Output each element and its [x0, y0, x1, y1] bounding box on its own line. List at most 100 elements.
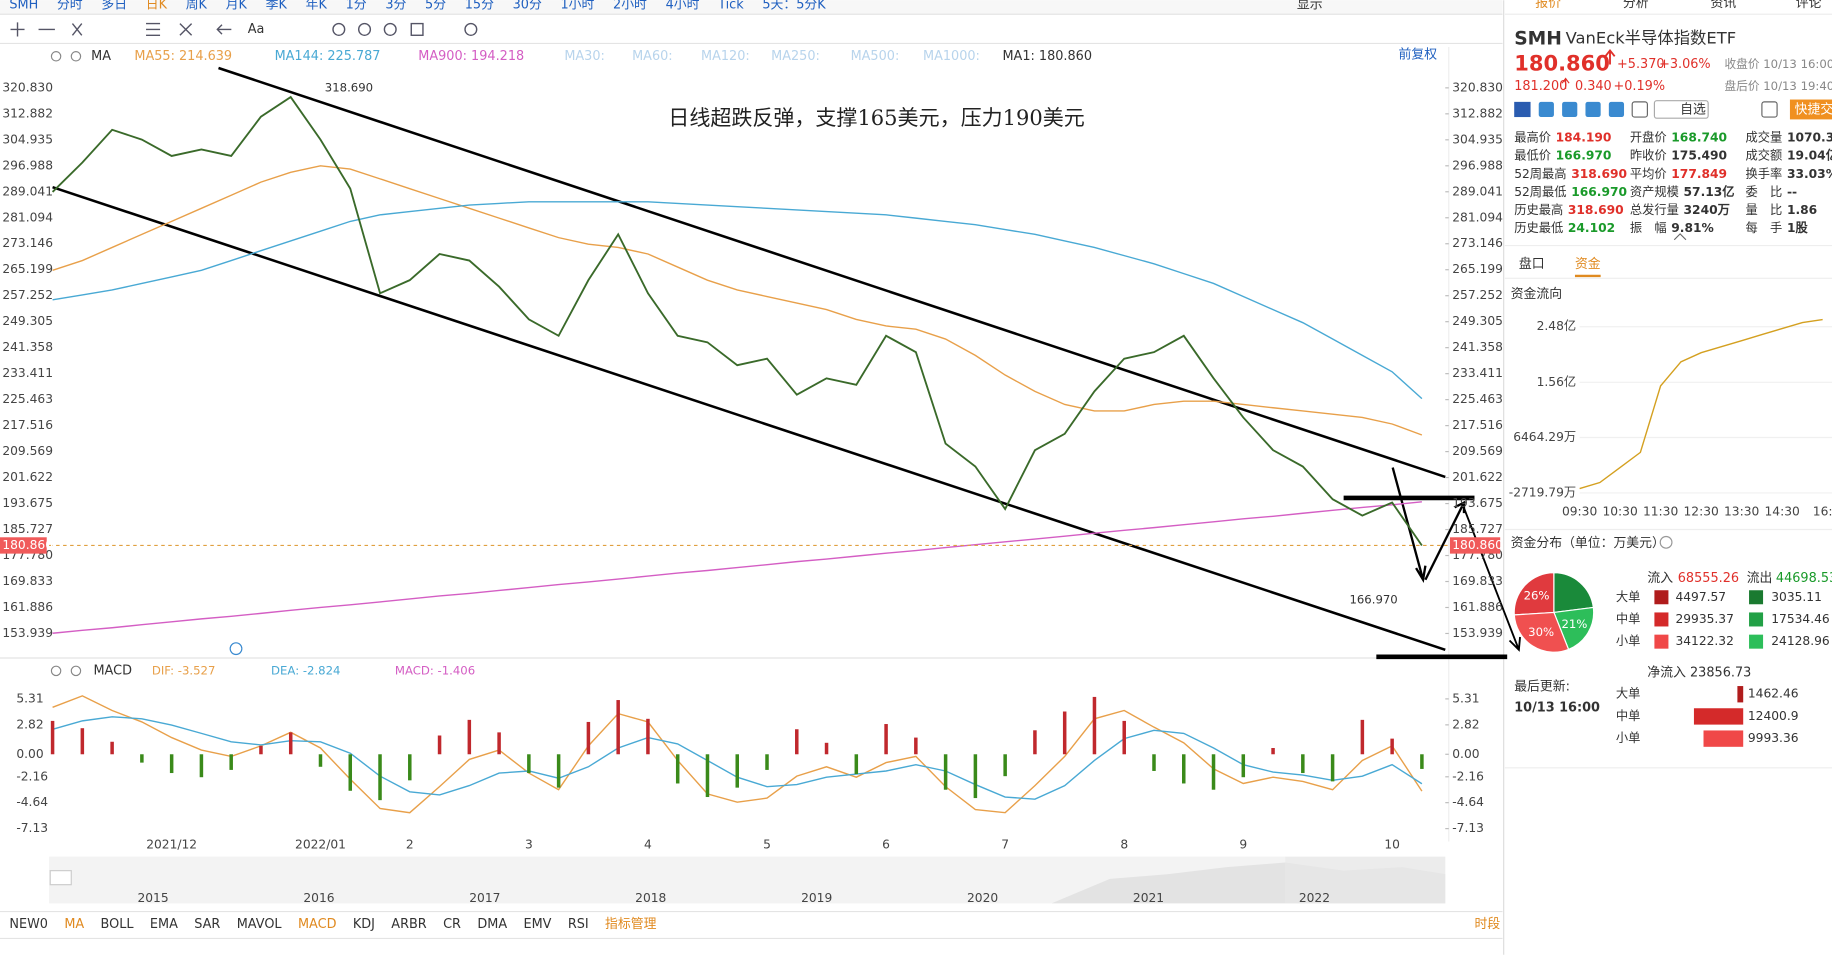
icon[interactable]	[1538, 101, 1554, 118]
icon[interactable]	[1562, 101, 1578, 118]
indicator-tab[interactable]: NEW0	[9, 917, 48, 932]
cross-icon[interactable]	[71, 23, 83, 36]
toolbar-tab[interactable]: 季K	[266, 0, 288, 12]
y-tick-label: 2.48亿	[1537, 318, 1577, 333]
in-value: 34122.32	[1675, 634, 1733, 648]
panel-tab[interactable]: 资讯	[1710, 0, 1736, 11]
indicator-tab[interactable]: SAR	[194, 917, 220, 932]
toolbar-tab[interactable]: 4小时	[666, 0, 700, 12]
indicator-tab[interactable]: 指标管理	[605, 917, 657, 932]
pie-slice	[1513, 572, 1555, 616]
indicator-tab[interactable]: KDJ	[353, 917, 375, 932]
navigator-window[interactable]	[1285, 856, 1446, 904]
y-tick-label: 161.886	[1452, 600, 1503, 614]
toolbar-tab[interactable]: 分时	[57, 0, 83, 12]
gear-icon[interactable]	[464, 22, 478, 36]
y-tick-label: 265.199	[1452, 262, 1503, 276]
watch-button[interactable]	[1653, 100, 1709, 119]
rect-icon[interactable]	[410, 22, 424, 36]
indicator-tab[interactable]: MA	[64, 917, 84, 932]
y-tick-label: 304.935	[1452, 132, 1503, 146]
panel-tab[interactable]: 报价	[1535, 0, 1561, 11]
panel-subtab[interactable]: 资金	[1575, 256, 1601, 272]
icon[interactable]	[1631, 101, 1648, 118]
macd-bar	[140, 754, 144, 763]
indicator-tab[interactable]: RSI	[568, 917, 589, 932]
navigator-year: 2017	[469, 891, 500, 905]
quick-trade-label[interactable]: 快捷交	[1795, 102, 1832, 118]
net-bar	[1737, 686, 1744, 703]
panel-tab[interactable]: 分析	[1623, 0, 1649, 11]
flag-icon[interactable]	[1514, 101, 1531, 118]
quick-trade-button[interactable]	[1789, 99, 1832, 120]
y-tick-label: 281.094	[2, 210, 53, 224]
list-icon[interactable]	[146, 22, 161, 36]
toolbar-tab[interactable]: 3分	[385, 0, 406, 12]
flow-title: 资金流向	[1511, 286, 1562, 302]
macd-bar	[1152, 754, 1156, 771]
event-icon[interactable]	[229, 642, 243, 656]
help-icon[interactable]	[1659, 535, 1673, 549]
stat-label: 52周最低	[1514, 185, 1566, 199]
panel-subtab[interactable]: 盘口	[1519, 256, 1545, 272]
pie-label: 21%	[1561, 617, 1587, 631]
indicator-tab[interactable]: EMA	[150, 917, 178, 932]
toolbar-tab[interactable]: 日K	[146, 0, 168, 12]
drawing-tools[interactable]	[10, 22, 478, 37]
period-button[interactable]: 时段	[1474, 917, 1500, 932]
navigator-year: 2021	[1133, 891, 1164, 905]
collapse-icon[interactable]	[1673, 233, 1687, 241]
indicator-tab[interactable]: EMV	[523, 917, 551, 932]
quote-icons[interactable]	[1514, 99, 1832, 120]
toolbar-tab[interactable]: 5分	[425, 0, 446, 12]
toolbar-tab[interactable]: 1分	[346, 0, 367, 12]
toolbar-tab[interactable]: 周K	[186, 0, 208, 12]
indicator-tab[interactable]: ARBR	[391, 917, 427, 932]
adjust-button[interactable]: 前复权	[1399, 47, 1438, 63]
y-tick-label: 289.041	[1452, 184, 1503, 198]
indicator-tab[interactable]: MACD	[298, 917, 337, 932]
macd-bar	[527, 754, 531, 774]
out-value: 3035.11	[1771, 590, 1822, 604]
toolbar-tab[interactable]: Tick	[717, 0, 744, 12]
panel-tab[interactable]: 评论	[1796, 0, 1822, 11]
toolbar-tab[interactable]: 多日	[101, 0, 127, 12]
stat-label: 平均价	[1630, 167, 1667, 181]
watch-label[interactable]: 自选	[1680, 103, 1706, 118]
toolbar-tab[interactable]: 5天：5分K	[762, 0, 826, 12]
icon[interactable]	[1585, 101, 1601, 118]
bell-icon[interactable]	[1761, 101, 1778, 118]
tool-text[interactable]: Aa	[248, 22, 265, 37]
display-menu[interactable]: 显示	[1297, 0, 1323, 12]
toolbar-tab[interactable]: SMH	[9, 0, 38, 12]
toolbar-tab[interactable]: 月K	[226, 0, 248, 12]
stat-label: 每 手	[1746, 220, 1783, 235]
close-icon[interactable]	[70, 665, 82, 677]
y-tick-label: 2.82	[16, 717, 43, 731]
arrow-icon[interactable]	[216, 24, 232, 35]
toolbar-tab[interactable]: 1小时	[561, 0, 595, 12]
circle-icon[interactable]	[357, 22, 372, 36]
toolbar-tab[interactable]: 15分	[465, 0, 494, 12]
indicator-tab[interactable]: DMA	[477, 917, 507, 932]
x-icon[interactable]	[179, 23, 193, 36]
navigator-handle[interactable]	[49, 870, 72, 886]
crosshair-icon[interactable]	[10, 22, 25, 37]
indicator-tab[interactable]: MAVOL	[237, 917, 283, 932]
indicator-tab[interactable]: BOLL	[101, 917, 135, 932]
net-bar	[1693, 708, 1744, 725]
stat-value: 175.490	[1671, 149, 1727, 163]
toolbar-tab[interactable]: 2小时	[613, 0, 647, 12]
circle-icon[interactable]	[332, 22, 346, 36]
settings-icon[interactable]	[50, 51, 62, 62]
pie-slice	[1553, 572, 1594, 614]
out-value: 17534.46	[1771, 612, 1830, 626]
toolbar-tab[interactable]: 30分	[513, 0, 542, 12]
toolbar-tab[interactable]: 年K	[306, 0, 328, 12]
icon[interactable]	[1608, 101, 1625, 118]
circle-icon[interactable]	[383, 22, 397, 36]
settings-icon[interactable]	[50, 665, 62, 677]
legend-entry: MA1: 180.860	[1002, 49, 1092, 64]
indicator-tab[interactable]: CR	[443, 917, 461, 932]
close-icon[interactable]	[70, 51, 82, 62]
